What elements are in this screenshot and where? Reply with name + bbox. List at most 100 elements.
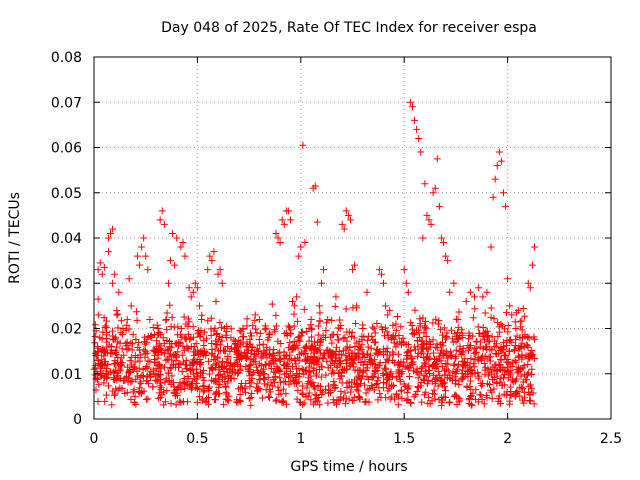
data-point (518, 351, 526, 359)
data-point (160, 350, 168, 358)
data-point (400, 362, 408, 370)
data-point (95, 311, 103, 319)
data-point (157, 371, 165, 379)
data-point (420, 372, 428, 380)
data-point (452, 367, 460, 375)
data-point (308, 325, 316, 333)
data-point (479, 352, 487, 360)
data-point (460, 358, 468, 366)
data-point (130, 363, 138, 371)
data-point (179, 342, 187, 350)
data-point (115, 288, 123, 296)
data-point (302, 393, 310, 401)
data-point (123, 316, 131, 324)
data-point (399, 334, 407, 342)
data-point (438, 331, 446, 339)
data-point (222, 383, 230, 391)
data-point (446, 288, 454, 296)
data-point (475, 372, 483, 380)
data-point (373, 320, 381, 328)
data-point (274, 349, 282, 357)
data-point (247, 356, 255, 364)
data-point (144, 395, 152, 403)
data-point (217, 323, 225, 331)
data-point (446, 398, 454, 406)
data-point (413, 365, 421, 373)
data-point (104, 382, 112, 390)
data-point (117, 329, 125, 337)
data-point (126, 357, 134, 365)
data-point (311, 182, 319, 190)
data-point (206, 252, 214, 260)
data-point (466, 288, 474, 296)
data-point (382, 358, 390, 366)
data-point (301, 343, 309, 351)
data-point (136, 346, 144, 354)
data-point (157, 384, 165, 392)
data-point (186, 366, 194, 374)
data-point (377, 323, 385, 331)
data-point (511, 357, 519, 365)
data-point (463, 382, 471, 390)
data-point (487, 313, 495, 321)
data-point (255, 315, 263, 323)
data-point (193, 284, 201, 292)
data-point (437, 234, 445, 242)
data-point (492, 367, 500, 375)
data-point (274, 383, 282, 391)
data-point (484, 372, 492, 380)
data-point (226, 360, 234, 368)
data-point (374, 377, 382, 385)
data-point (166, 301, 174, 309)
data-point (266, 329, 274, 337)
data-point (393, 374, 401, 382)
data-point (419, 375, 427, 383)
data-point (154, 348, 162, 356)
data-point (149, 383, 157, 391)
data-point (188, 378, 196, 386)
data-point (441, 383, 449, 391)
data-point (518, 339, 526, 347)
data-point (370, 325, 378, 333)
data-point (477, 391, 485, 399)
data-point (384, 311, 392, 319)
data-point (452, 315, 460, 323)
data-point (187, 343, 195, 351)
x-tick-label: 0.5 (186, 431, 208, 447)
data-point (495, 323, 503, 331)
data-point (431, 379, 439, 387)
data-point (307, 321, 315, 329)
data-point (368, 374, 376, 382)
data-point (479, 293, 487, 301)
data-point (143, 372, 151, 380)
data-point (455, 395, 463, 403)
data-point (261, 350, 269, 358)
data-point (369, 359, 377, 367)
data-point (290, 310, 298, 318)
data-point (440, 324, 448, 332)
data-point (270, 326, 278, 334)
data-point (266, 388, 274, 396)
data-point (272, 311, 280, 319)
data-point (208, 257, 216, 265)
data-point (181, 335, 189, 343)
data-point (237, 384, 245, 392)
data-point (94, 397, 102, 405)
data-point (498, 346, 506, 354)
data-point (452, 391, 460, 399)
data-point (272, 397, 280, 405)
data-point (516, 383, 524, 391)
data-point (362, 398, 370, 406)
y-tick-label: 0.02 (51, 322, 82, 338)
data-point (266, 360, 274, 368)
data-point (310, 338, 318, 346)
data-point (102, 391, 110, 399)
data-point (160, 401, 168, 409)
data-point (464, 341, 472, 349)
data-point (383, 371, 391, 379)
data-point (384, 331, 392, 339)
data-point (450, 279, 458, 287)
data-point (517, 372, 525, 380)
data-point (485, 337, 493, 345)
data-point (139, 366, 147, 374)
